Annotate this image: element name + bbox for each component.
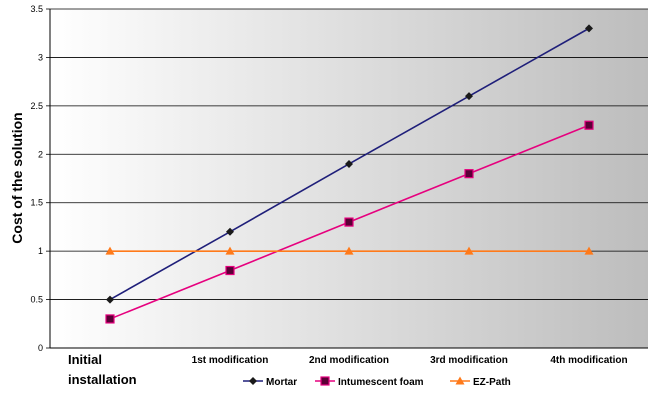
plot-area <box>50 9 648 348</box>
data-point <box>464 246 474 255</box>
legend: Mortar Intumescent foam EZ-Path <box>243 376 511 388</box>
x-category-label: 3rd modification <box>430 355 508 366</box>
x-category-label: 2nd modification <box>309 355 389 366</box>
data-point <box>105 314 115 324</box>
legend-label: Intumescent foam <box>338 377 424 388</box>
data-point <box>585 24 593 33</box>
legend-label: Mortar <box>266 377 297 388</box>
y-axis-title: Cost of the solution <box>9 112 25 243</box>
data-point <box>584 246 594 255</box>
x-category-label: 4th modification <box>550 355 627 366</box>
data-point <box>344 217 354 227</box>
y-tick-label: 3.5 <box>30 4 43 14</box>
legend-marker <box>320 376 330 386</box>
labels: 0 0.5 1 1.5 2 2.5 3 3.5 Cost of the solution Init… <box>9 4 628 387</box>
y-tick-label: 0.5 <box>30 295 43 305</box>
y-tick-label: 1 <box>38 246 43 256</box>
data-point <box>345 159 353 168</box>
data-point <box>226 227 234 236</box>
x-category-label: Initial installation <box>68 352 137 387</box>
y-tick-label: 2 <box>38 149 43 159</box>
data-point <box>344 246 354 255</box>
y-tick-label: 0 <box>38 343 43 353</box>
y-tick-label: 3 <box>38 52 43 62</box>
data-point <box>225 265 235 276</box>
legend-label: EZ-Path <box>473 377 511 388</box>
data-point <box>465 92 473 101</box>
data-point <box>584 120 594 130</box>
y-tick-label: 1.5 <box>30 198 43 208</box>
y-tick-label: 2.5 <box>30 101 43 111</box>
data-point <box>464 169 474 179</box>
data-point <box>225 246 235 255</box>
legend-marker <box>455 376 465 385</box>
axes <box>46 8 648 349</box>
series-group <box>105 24 594 324</box>
legend-marker <box>249 377 257 385</box>
data-point <box>105 246 115 255</box>
x-category-label: 1st modification <box>192 355 269 366</box>
data-point <box>106 295 114 304</box>
